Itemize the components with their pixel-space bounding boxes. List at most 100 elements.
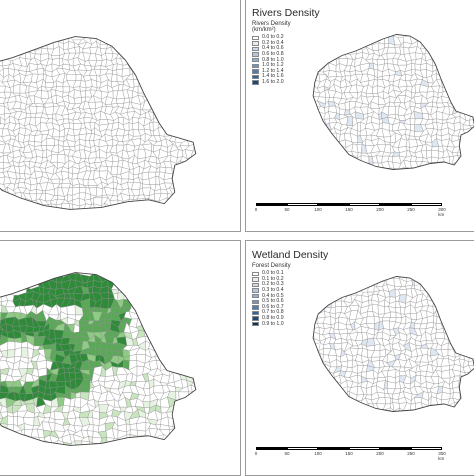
map-region	[420, 166, 429, 174]
map-region	[83, 48, 91, 54]
map-region	[63, 146, 70, 149]
map-region	[92, 324, 101, 332]
map-region	[76, 74, 81, 80]
scale-segment	[318, 203, 349, 206]
scale-label: 250	[407, 451, 415, 456]
map-region	[0, 58, 3, 66]
map-region	[95, 342, 101, 350]
legend-swatch	[252, 75, 259, 79]
map-region	[73, 123, 81, 129]
map-region	[187, 157, 195, 163]
scale-segment	[411, 447, 442, 450]
map-region	[29, 106, 37, 114]
legend-swatch	[252, 36, 259, 40]
map-region	[7, 416, 13, 425]
scale-label: 200	[376, 451, 384, 456]
map-region	[385, 59, 388, 64]
map-region	[13, 84, 20, 93]
map-panel-bottom-left	[0, 240, 241, 476]
scale-segment	[256, 447, 287, 450]
scale-label: 200	[376, 207, 384, 212]
map-region	[191, 157, 199, 162]
map-region	[62, 331, 71, 338]
scale-segment	[287, 203, 318, 206]
legend-title: Rivers Density (km/km²)	[252, 21, 291, 33]
map-region	[420, 63, 427, 70]
map-region	[357, 122, 360, 131]
legend-swatch	[252, 80, 259, 84]
map-region	[96, 187, 103, 196]
legend-swatch	[252, 41, 259, 45]
map-region	[442, 370, 451, 378]
map-region	[142, 184, 150, 188]
map-region	[142, 179, 150, 185]
map-region	[81, 441, 90, 452]
map-region	[401, 307, 405, 314]
map-region	[128, 179, 134, 182]
map-region	[22, 342, 28, 348]
map-region	[390, 312, 396, 317]
map-region	[127, 434, 131, 443]
map-region	[36, 107, 43, 114]
scale-label: 100	[314, 451, 322, 456]
romania-map-forest	[0, 241, 241, 476]
legend-swatch	[252, 47, 259, 51]
scale-label: 300 km	[438, 207, 446, 217]
scale-segment	[287, 447, 318, 450]
map-region	[67, 305, 75, 315]
map-region	[366, 316, 374, 324]
panel-title-wetland: Wetland Density	[252, 249, 328, 261]
map-region	[134, 80, 140, 88]
map-region	[29, 135, 35, 142]
legend-swatch	[252, 322, 259, 326]
map-region	[37, 68, 44, 74]
legend-swatch	[252, 283, 259, 287]
scale-label: 150	[345, 451, 353, 456]
legend-swatch	[252, 272, 259, 276]
scale-label: 300 km	[438, 451, 446, 461]
map-region	[192, 392, 201, 399]
legend-item: 0.9 to 1.0	[252, 321, 291, 327]
map-region	[36, 156, 43, 163]
map-region	[387, 59, 393, 64]
map-region	[382, 317, 390, 321]
map-region	[372, 43, 379, 51]
map-region	[335, 301, 342, 307]
map-region	[138, 149, 146, 159]
scale-label: 100	[314, 207, 322, 212]
map-region	[455, 402, 462, 411]
scale-segment	[318, 447, 349, 450]
map-region	[111, 74, 117, 82]
map-region	[345, 102, 350, 111]
map-region	[62, 405, 70, 413]
map-region	[62, 183, 71, 188]
map-panel-top-left	[0, 0, 241, 232]
scale-segment	[256, 203, 287, 206]
map-region	[8, 342, 15, 351]
scale-label: 0	[255, 207, 258, 212]
legend-swatch	[252, 52, 259, 56]
map-region	[404, 411, 412, 417]
map-region	[99, 166, 108, 171]
legend-swatch	[252, 300, 259, 304]
scale-segment	[380, 203, 411, 206]
legend-title: Forest Density	[252, 263, 291, 269]
map-region	[63, 87, 70, 92]
scale-label: 150	[345, 207, 353, 212]
map-region	[384, 43, 389, 47]
map-region	[132, 122, 138, 130]
legend-swatch	[252, 316, 259, 320]
map-region	[357, 375, 361, 383]
legend-item: 1.6 to 2.0	[252, 80, 291, 86]
legend-swatch	[252, 294, 259, 298]
map-region	[67, 74, 77, 80]
scale-label: 250	[407, 207, 415, 212]
map-region	[0, 162, 3, 169]
map-region	[415, 64, 421, 70]
map-region	[7, 350, 15, 359]
map-region	[51, 155, 58, 163]
map-region	[347, 117, 353, 127]
